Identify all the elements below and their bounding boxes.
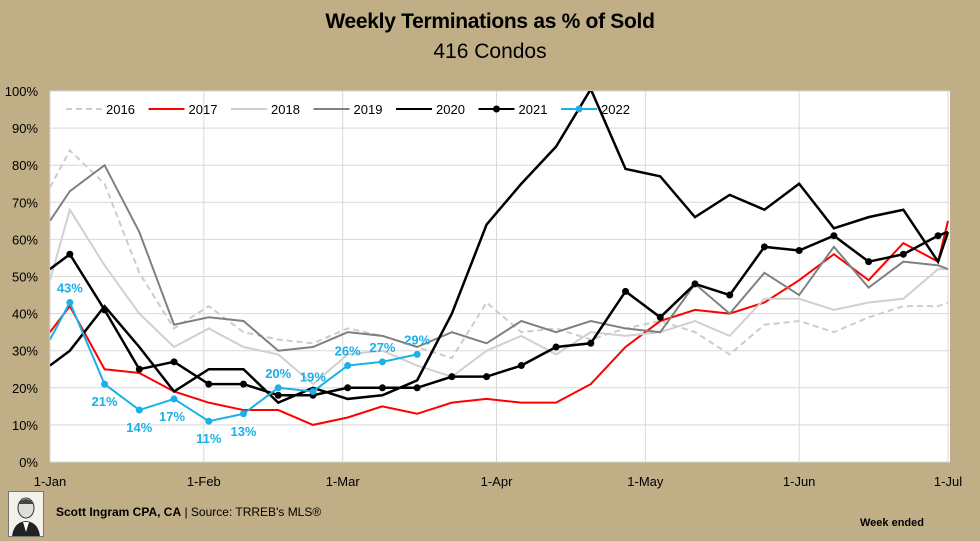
data-point-2022 bbox=[344, 362, 352, 370]
data-point-2021 bbox=[691, 280, 699, 288]
legend-label-2022: 2022 bbox=[601, 102, 630, 117]
data-point-2021 bbox=[274, 391, 282, 399]
data-label: 21% bbox=[92, 394, 118, 409]
data-point-2021 bbox=[205, 380, 213, 388]
x-tick-label: 1-May bbox=[627, 474, 664, 489]
y-tick-label: 90% bbox=[12, 121, 38, 136]
data-point-2022 bbox=[135, 406, 143, 414]
data-point-2022 bbox=[309, 388, 317, 396]
legend-label-2018: 2018 bbox=[271, 102, 300, 117]
y-tick-label: 100% bbox=[5, 84, 39, 99]
data-point-2022 bbox=[101, 380, 109, 388]
y-tick-label: 40% bbox=[12, 307, 38, 322]
legend-marker-2021 bbox=[493, 105, 500, 113]
data-point-2022 bbox=[66, 298, 74, 306]
data-label: 13% bbox=[230, 424, 256, 439]
data-label: 20% bbox=[265, 366, 291, 381]
series-line-2020 bbox=[50, 91, 950, 405]
data-point-2021 bbox=[622, 287, 630, 295]
data-point-2021 bbox=[101, 306, 109, 314]
separator: | bbox=[181, 505, 191, 519]
y-tick-label: 30% bbox=[12, 344, 38, 359]
data-label: 17% bbox=[159, 409, 185, 424]
series-line-2019 bbox=[50, 163, 949, 352]
series-line-2022 bbox=[50, 300, 418, 423]
legend-marker-2022 bbox=[575, 105, 583, 113]
data-point-2021 bbox=[378, 384, 386, 392]
data-point-2021 bbox=[135, 365, 143, 373]
x-tick-label: 1-Apr bbox=[481, 474, 513, 489]
data-point-2021 bbox=[899, 250, 907, 258]
x-tick-label: 1-Jan bbox=[34, 474, 67, 489]
y-tick-label: 60% bbox=[12, 232, 38, 247]
series-line-2016 bbox=[50, 148, 949, 360]
data-point-2021 bbox=[413, 384, 421, 392]
data-label: 26% bbox=[335, 344, 361, 359]
data-point-2021 bbox=[865, 258, 873, 266]
legend-label-2020: 2020 bbox=[436, 102, 465, 117]
data-label: 29% bbox=[404, 332, 430, 347]
data-point-2022 bbox=[239, 410, 247, 418]
data-point-2021 bbox=[517, 362, 525, 370]
x-tick-label: 1-Jul bbox=[934, 474, 962, 489]
author-photo bbox=[8, 491, 44, 537]
data-point-2021 bbox=[587, 339, 595, 347]
data-point-2021 bbox=[795, 247, 803, 255]
data-point-2021 bbox=[552, 343, 560, 351]
legend-label-2021: 2021 bbox=[519, 102, 548, 117]
y-tick-label: 70% bbox=[12, 195, 38, 210]
legend-label-2016: 2016 bbox=[106, 102, 135, 117]
series-line-2017 bbox=[50, 220, 949, 426]
data-point-2021 bbox=[760, 243, 768, 251]
data-point-2021 bbox=[934, 232, 942, 240]
x-axis-title: Week ended bbox=[860, 517, 924, 529]
data-point-2022 bbox=[205, 417, 213, 425]
data-point-2022 bbox=[170, 395, 178, 403]
y-tick-label: 50% bbox=[12, 270, 38, 285]
data-label: 19% bbox=[300, 370, 326, 385]
series-line-2021 bbox=[50, 230, 949, 397]
data-label: 27% bbox=[369, 340, 395, 355]
data-point-2021 bbox=[726, 291, 734, 299]
x-tick-label: 1-Feb bbox=[187, 474, 221, 489]
data-point-2021 bbox=[830, 232, 838, 240]
y-tick-label: 20% bbox=[12, 381, 38, 396]
y-tick-label: 10% bbox=[12, 418, 38, 433]
data-label: 14% bbox=[126, 420, 152, 435]
author-name: Scott Ingram CPA, CA bbox=[56, 505, 182, 519]
legend-label-2017: 2017 bbox=[189, 102, 218, 117]
chart-title: Weekly Terminations as % of Sold bbox=[325, 10, 655, 33]
data-point-2022 bbox=[378, 358, 386, 366]
series-line-2018 bbox=[50, 207, 948, 386]
data-point-2021 bbox=[483, 373, 491, 381]
data-label: 11% bbox=[196, 431, 222, 446]
legend-label-2019: 2019 bbox=[354, 102, 383, 117]
x-tick-label: 1-Jun bbox=[783, 474, 816, 489]
x-tick-label: 1-Mar bbox=[326, 474, 361, 489]
data-point-2021 bbox=[66, 250, 74, 258]
data-point-2021 bbox=[656, 313, 664, 321]
data-point-2021 bbox=[448, 373, 456, 381]
y-tick-label: 0% bbox=[19, 455, 38, 470]
footer-credit: Scott Ingram CPA, CA | Source: TRREB's M… bbox=[56, 505, 321, 519]
data-label: 43% bbox=[57, 280, 83, 295]
data-point-2021 bbox=[239, 380, 247, 388]
source-text: Source: TRREB's MLS® bbox=[190, 505, 322, 519]
data-point-2021 bbox=[344, 384, 352, 392]
data-point-2021 bbox=[170, 358, 178, 366]
data-point-2022 bbox=[413, 350, 421, 358]
data-point-2022 bbox=[274, 384, 282, 392]
y-tick-label: 80% bbox=[12, 158, 38, 173]
chart-subtitle: 416 Condos bbox=[433, 40, 547, 63]
